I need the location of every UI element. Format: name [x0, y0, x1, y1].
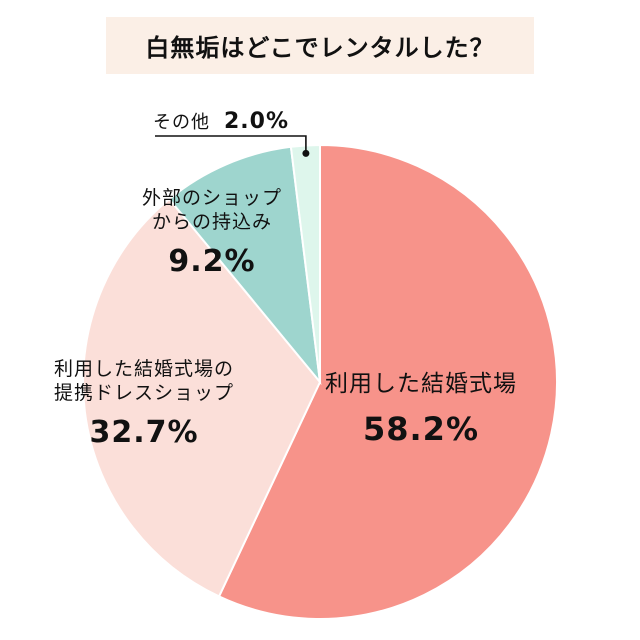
slice-name-line-2: からの持込み [152, 210, 273, 233]
chart-title: 白無垢はどこでレンタルした？ [145, 34, 495, 62]
slice-name-line-2: 提携ドレスショップ [54, 381, 235, 404]
slice-value: 58.2% [362, 409, 479, 448]
slice-label-wedding-venue: 利用した結婚式場 58.2% [325, 370, 517, 449]
other-leader-dot [302, 149, 310, 157]
slice-label-partner-dress-shop: 利用した結婚式場の 提携ドレスショップ 32.7% [54, 358, 234, 451]
slice-value: 9.2% [168, 243, 256, 279]
other-leader-line [155, 135, 307, 154]
slice-label-other: その他 2.0% [153, 108, 289, 136]
slice-name: その他 [153, 112, 210, 133]
chart-title-box: 白無垢はどこでレンタルした？ [106, 17, 534, 74]
slice-name-line-1: 利用した結婚式場の [54, 358, 235, 380]
slice-label-external-shop: 外部のショップ からの持込み 9.2% [142, 187, 282, 280]
slice-value: 2.0% [224, 109, 290, 134]
slice-name: 利用した結婚式場 [325, 371, 517, 397]
slice-value: 32.7% [89, 414, 199, 450]
pie-slice-2 [167, 145, 322, 386]
slice-name-line-1: 外部のショップ [142, 187, 283, 209]
pie-slice-1 [82, 197, 322, 598]
pie-slice-0 [217, 143, 558, 620]
